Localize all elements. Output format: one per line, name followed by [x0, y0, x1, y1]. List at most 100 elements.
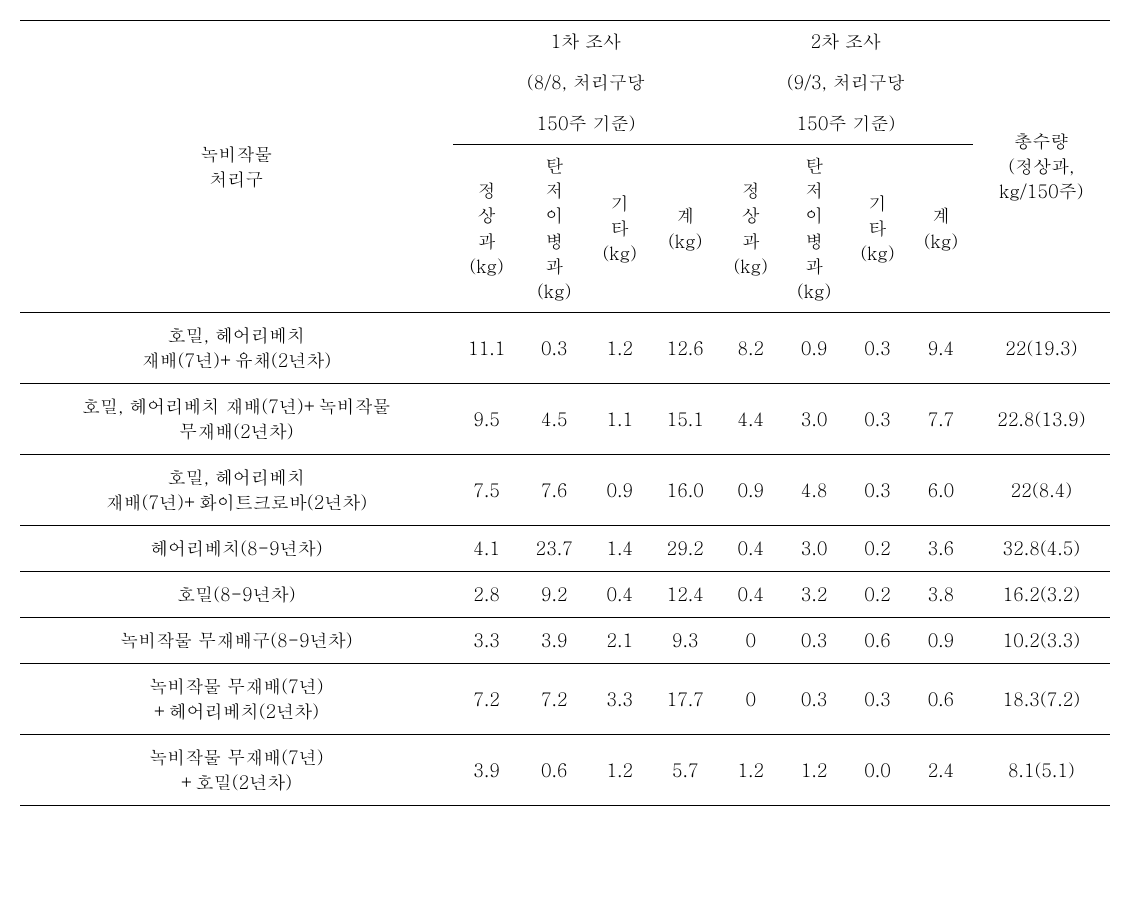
- table-row: 호밀, 헤어리베치 재배(7년)+녹비작물무재배(2년차)9.54.51.115…: [20, 384, 1110, 455]
- cell-s1_normal: 2.8: [453, 572, 521, 618]
- row-label-line: 녹비작물 무재배구(8-9년차): [24, 628, 449, 653]
- cell-s1_normal: 4.1: [453, 526, 521, 572]
- cell-s2_normal: 1.2: [719, 735, 782, 806]
- data-table: 녹비작물 처리구 1차 조사 2차 조사 총수량 (정상과, kg/150주) …: [20, 20, 1110, 806]
- header-s1-normal: 정 상 과 (kg): [453, 145, 521, 313]
- cell-s2_normal: 0: [719, 618, 782, 664]
- cell-s2_sum: 7.7: [909, 384, 972, 455]
- cell-s2_sum: 3.6: [909, 526, 972, 572]
- row-label: 녹비작물 무재배(7년)+호밀(2년차): [20, 735, 453, 806]
- header-survey1-title: 1차 조사: [453, 21, 719, 63]
- header-s2-sum: 계 (kg): [909, 145, 972, 313]
- cell-s1_normal: 7.5: [453, 455, 521, 526]
- cell-s1_sum: 16.0: [651, 455, 719, 526]
- row-label: 호밀, 헤어리베치재배(7년)+화이트크로바(2년차): [20, 455, 453, 526]
- table-row: 호밀, 헤어리베치재배(7년)+화이트크로바(2년차)7.57.60.916.0…: [20, 455, 1110, 526]
- cell-s1_sum: 5.7: [651, 735, 719, 806]
- cell-s2_disease: 3.0: [782, 384, 845, 455]
- cell-s1_sum: 17.7: [651, 664, 719, 735]
- cell-s1_sum: 9.3: [651, 618, 719, 664]
- cell-s2_disease: 3.2: [782, 572, 845, 618]
- cell-s2_normal: 8.2: [719, 313, 782, 384]
- row-label-line: 헤어리베치(8-9년차): [24, 536, 449, 561]
- cell-s1_disease: 9.2: [520, 572, 588, 618]
- cell-total: 16.2(3.2): [973, 572, 1110, 618]
- cell-s1_sum: 29.2: [651, 526, 719, 572]
- cell-s2_other: 0.2: [846, 572, 909, 618]
- cell-s1_normal: 11.1: [453, 313, 521, 384]
- header-s1-disease: 탄 저 이 병 과 (kg): [520, 145, 588, 313]
- cell-s2_disease: 1.2: [782, 735, 845, 806]
- header-survey1-sub2: 150주 기준): [453, 103, 719, 145]
- row-label-line: +헤어리베치(2년차): [24, 699, 449, 724]
- cell-s1_other: 1.4: [588, 526, 651, 572]
- header-survey2-sub: (9/3, 처리구당: [719, 62, 973, 103]
- row-label-line: 재배(7년)+화이트크로바(2년차): [24, 490, 449, 515]
- cell-total: 10.2(3.3): [973, 618, 1110, 664]
- cell-s1_disease: 0.3: [520, 313, 588, 384]
- table-body: 호밀, 헤어리베치재배(7년)+유채(2년차)11.10.31.212.68.2…: [20, 313, 1110, 806]
- row-label-line: 호밀(8-9년차): [24, 582, 449, 607]
- cell-s2_other: 0.2: [846, 526, 909, 572]
- row-label-line: +호밀(2년차): [24, 770, 449, 795]
- cell-s1_sum: 12.4: [651, 572, 719, 618]
- cell-s2_disease: 0.9: [782, 313, 845, 384]
- row-label-line: 재배(7년)+유채(2년차): [24, 348, 449, 373]
- cell-s2_other: 0.3: [846, 384, 909, 455]
- cell-total: 22(19.3): [973, 313, 1110, 384]
- cell-s2_normal: 0.9: [719, 455, 782, 526]
- row-label: 헤어리베치(8-9년차): [20, 526, 453, 572]
- header-s2-disease: 탄 저 이 병 과 (kg): [782, 145, 845, 313]
- cell-s1_disease: 7.2: [520, 664, 588, 735]
- cell-s2_other: 0.6: [846, 618, 909, 664]
- cell-s2_disease: 0.3: [782, 618, 845, 664]
- cell-s1_other: 1.1: [588, 384, 651, 455]
- table-row: 녹비작물 무재배구(8-9년차)3.33.92.19.300.30.60.910…: [20, 618, 1110, 664]
- cell-s1_sum: 15.1: [651, 384, 719, 455]
- cell-s1_other: 2.1: [588, 618, 651, 664]
- header-treatment-l1: 녹비작물: [24, 142, 449, 167]
- row-label-line: 호밀, 헤어리베치: [24, 323, 449, 348]
- cell-s2_sum: 2.4: [909, 735, 972, 806]
- row-label-line: 녹비작물 무재배(7년): [24, 745, 449, 770]
- cell-s1_other: 0.4: [588, 572, 651, 618]
- row-label: 호밀, 헤어리베치 재배(7년)+녹비작물무재배(2년차): [20, 384, 453, 455]
- header-total-l1: 총수량: [979, 129, 1104, 154]
- cell-s2_other: 0.0: [846, 735, 909, 806]
- cell-s2_other: 0.3: [846, 313, 909, 384]
- table-row: 호밀(8-9년차)2.89.20.412.40.43.20.23.816.2(3…: [20, 572, 1110, 618]
- cell-s1_disease: 7.6: [520, 455, 588, 526]
- header-s2-normal: 정 상 과 (kg): [719, 145, 782, 313]
- row-label-line: 무재배(2년차): [24, 419, 449, 444]
- table-row: 헤어리베치(8-9년차)4.123.71.429.20.43.00.23.632…: [20, 526, 1110, 572]
- row-label: 호밀(8-9년차): [20, 572, 453, 618]
- row-label-line: 호밀, 헤어리베치 재배(7년)+녹비작물: [24, 394, 449, 419]
- header-total-yield: 총수량 (정상과, kg/150주): [973, 21, 1110, 313]
- header-survey1-sub: (8/8, 처리구당: [453, 62, 719, 103]
- row-label-line: 호밀, 헤어리베치: [24, 465, 449, 490]
- table-header: 녹비작물 처리구 1차 조사 2차 조사 총수량 (정상과, kg/150주) …: [20, 21, 1110, 313]
- cell-s1_other: 0.9: [588, 455, 651, 526]
- cell-s1_other: 1.2: [588, 313, 651, 384]
- cell-s2_sum: 0.6: [909, 664, 972, 735]
- cell-s1_disease: 3.9: [520, 618, 588, 664]
- cell-s1_other: 3.3: [588, 664, 651, 735]
- cell-total: 22.8(13.9): [973, 384, 1110, 455]
- cell-s2_disease: 3.0: [782, 526, 845, 572]
- cell-s1_disease: 0.6: [520, 735, 588, 806]
- header-s1-other: 기 타 (kg): [588, 145, 651, 313]
- cell-s2_normal: 0.4: [719, 572, 782, 618]
- row-label: 녹비작물 무재배(7년)+헤어리베치(2년차): [20, 664, 453, 735]
- cell-s2_disease: 0.3: [782, 664, 845, 735]
- row-label: 녹비작물 무재배구(8-9년차): [20, 618, 453, 664]
- cell-s2_normal: 0: [719, 664, 782, 735]
- cell-s2_sum: 9.4: [909, 313, 972, 384]
- table-row: 녹비작물 무재배(7년)+헤어리베치(2년차)7.27.23.317.700.3…: [20, 664, 1110, 735]
- cell-s2_disease: 4.8: [782, 455, 845, 526]
- row-label: 호밀, 헤어리베치재배(7년)+유채(2년차): [20, 313, 453, 384]
- cell-s2_sum: 0.9: [909, 618, 972, 664]
- header-s1-sum: 계 (kg): [651, 145, 719, 313]
- cell-s1_disease: 23.7: [520, 526, 588, 572]
- header-total-l2: (정상과,: [979, 154, 1104, 179]
- cell-s1_other: 1.2: [588, 735, 651, 806]
